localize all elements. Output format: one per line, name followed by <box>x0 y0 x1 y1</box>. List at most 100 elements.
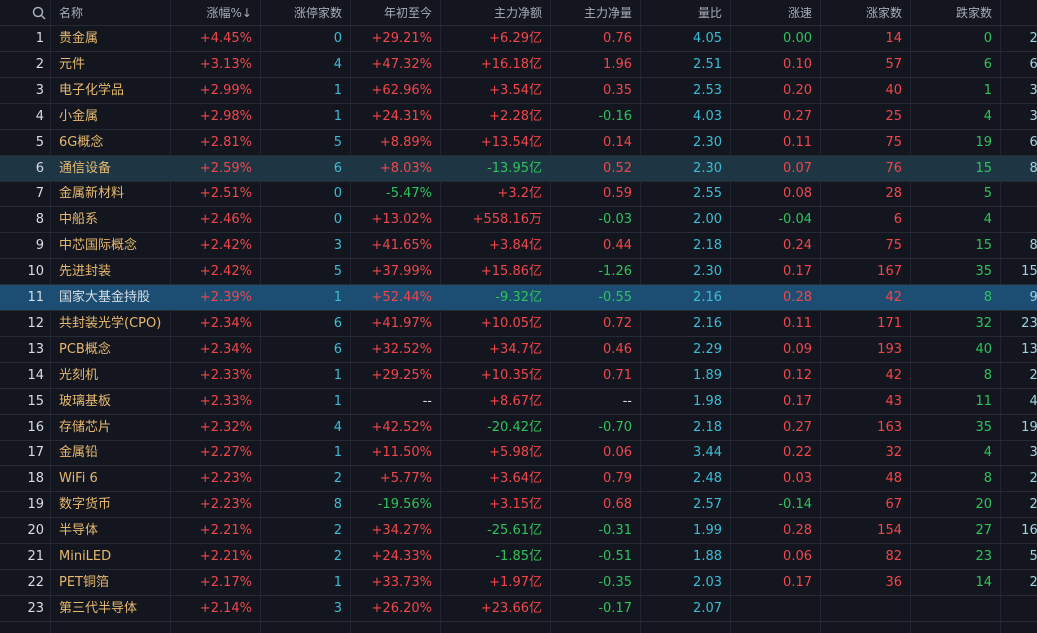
table-cell: 1 <box>333 290 342 305</box>
table-cell: +2.99% <box>199 82 252 98</box>
table-cell: 5 <box>333 134 342 150</box>
column-header[interactable]: 量比 <box>697 6 722 20</box>
column-header[interactable]: 涨幅%↓ <box>206 6 252 20</box>
table-row[interactable]: 16 存储芯片 +2.32% 4 +42.52% -20.42亿 -0.70 2.18 0.27… <box>0 415 1037 441</box>
table-cell: 2 <box>333 549 342 564</box>
table-row[interactable]: 22 PET铜箔 +2.17% 1 +33.73% +1.97亿 -0.35 2.03 0.17… <box>0 570 1037 596</box>
table-cell: 40 <box>975 341 992 357</box>
table-cell: 0.08 <box>783 186 812 202</box>
table-row[interactable]: 6 通信设备 +2.59% 6 +8.03% -13.95亿 0.52 2.30 0.07 76 1… <box>0 155 1037 182</box>
table-cell: +2.23% <box>199 497 252 513</box>
table-cell: +2.27% <box>199 445 252 461</box>
table-cell: 0.11 <box>783 315 812 331</box>
column-divider <box>550 0 551 633</box>
table-cell: 3.44 <box>693 445 722 461</box>
table-cell: 0.12 <box>783 367 812 383</box>
table-cell: +24.33% <box>371 549 432 564</box>
table-cell: 0.28 <box>783 523 812 539</box>
table-row[interactable]: 11 国家大基金持股 +2.39% 1 +52.44% -9.32亿 -0.55 2.16 0.… <box>0 285 1037 311</box>
table-cell: 14 <box>27 367 44 383</box>
table-row[interactable]: 8 中船系 +2.46% 0 +13.02% +558.16万 -0.03 2.00 -0.04… <box>0 207 1037 234</box>
table-row[interactable]: 2 元件 +3.13% 4 +47.32% +16.18亿 1.96 2.51 0.10 57 6 6… <box>0 52 1037 78</box>
table-row[interactable]: 5 6G概念 +2.81% 5 +8.89% +13.54亿 0.14 2.30 0.11 75 1… <box>0 130 1037 156</box>
table-cell: +1.97亿 <box>489 574 542 590</box>
column-header[interactable]: 跌家数 <box>955 6 992 20</box>
table-row[interactable]: 4 小金属 +2.98% 1 +24.31% +2.28亿 -0.16 4.03 0.27 25 4… <box>0 104 1037 130</box>
table-cell: +33.73% <box>371 574 432 590</box>
table-row[interactable]: 7 金属新材料 +2.51% 0 -5.47% +3.2亿 0.59 2.55 0.08 28 56 <box>0 181 1037 208</box>
table-cell: 82 <box>885 549 902 564</box>
column-header[interactable]: 涨速 <box>787 6 812 20</box>
table-cell: 0.17 <box>783 264 812 280</box>
table-cell: -0.16 <box>598 108 632 124</box>
table-cell: 22 <box>1029 574 1037 590</box>
table-cell: 1 <box>35 31 44 46</box>
table-cell: 11 <box>975 393 992 409</box>
table-row[interactable]: 15 玻璃基板 +2.33% 1 -- +8.67亿 -- 1.98 0.17 43 11 40 <box>0 389 1037 415</box>
table-cell: +8.67亿 <box>489 393 542 409</box>
table-cell: +2.42% <box>199 238 252 254</box>
table-cell: 32 <box>885 445 902 461</box>
table-row[interactable]: 13 PCB概念 +2.34% 6 +32.52% +34.7亿 0.46 2.29 0.09 1… <box>0 337 1037 363</box>
table-cell: 6 <box>983 56 992 72</box>
table-row[interactable]: 23 第三代半导体 +2.14% 3 +26.20% +23.66亿 -0.17 2.07 <box>0 596 1037 622</box>
table-cell: 0.20 <box>783 82 812 98</box>
table-cell: 4 <box>333 419 342 435</box>
column-divider <box>910 0 911 633</box>
table-cell: 8 <box>983 367 992 383</box>
table-cell: -0.51 <box>598 549 632 564</box>
table-cell: -1.85亿 <box>495 549 542 564</box>
table-row[interactable]: 21 MiniLED +2.21% 2 +24.33% -1.85亿 -0.51 1.88 0.… <box>0 544 1037 570</box>
table-cell: 14 <box>885 31 902 46</box>
table-cell: 2.16 <box>693 290 722 305</box>
table-cell: 元件 <box>59 56 86 72</box>
table-cell: 存储芯片 <box>59 419 112 435</box>
table-row[interactable]: 18 WiFi 6 +2.23% 2 +5.77% +3.64亿 0.79 2.48 0.03 4… <box>0 466 1037 493</box>
table-cell: 35 <box>975 419 992 435</box>
table-cell: +2.34% <box>199 341 252 357</box>
table-cell: 共封装光学(CPO) <box>59 315 162 331</box>
table-cell: 电子化学品 <box>59 82 125 98</box>
column-header[interactable]: 名称 <box>59 6 84 20</box>
column-header[interactable]: 主力净量 <box>583 6 632 20</box>
table-cell: 3 <box>333 238 342 254</box>
table-row[interactable]: 1 贵金属 +4.45% 0 +29.21% +6.29亿 0.76 4.05 0.00 14 0 2… <box>0 26 1037 52</box>
search-icon[interactable] <box>32 6 46 20</box>
table-cell: 2.00 <box>693 212 722 228</box>
table-cell: 5 <box>983 186 992 202</box>
table-row[interactable]: 3 电子化学品 +2.99% 1 +62.96% +3.54亿 0.35 2.53 0.20 40… <box>0 78 1037 104</box>
table-cell: 玻璃基板 <box>59 393 112 409</box>
table-cell: 22 <box>27 574 44 590</box>
table-cell: +8.03% <box>379 160 432 176</box>
table-row[interactable]: 10 先进封装 +2.42% 5 +37.99% +15.86亿 -1.26 2.30 0.17… <box>0 259 1037 286</box>
column-header[interactable]: 年初至今 <box>383 6 432 20</box>
table-cell: 8 <box>333 497 342 513</box>
table-cell: 68 <box>1029 56 1037 72</box>
table-cell: 9 <box>35 238 44 254</box>
table-row[interactable]: 14 光刻机 +2.33% 1 +29.25% +10.35亿 0.71 1.89 0.12 42… <box>0 363 1037 389</box>
table-cell: 40 <box>1029 393 1037 409</box>
table-cell: -0.35 <box>598 574 632 590</box>
column-header[interactable]: 涨家数 <box>865 6 902 20</box>
table-cell: 4.05 <box>693 31 722 46</box>
table-cell: +42.52% <box>371 419 432 435</box>
table-row[interactable]: 20 半导体 +2.21% 2 +34.27% -25.61亿 -0.31 1.99 0.28 1… <box>0 518 1037 545</box>
table-cell: -0.17 <box>598 600 632 616</box>
column-header[interactable]: 涨停家数 <box>293 6 342 20</box>
column-header[interactable]: 主力净额 <box>493 6 542 20</box>
table-row[interactable]: 9 中芯国际概念 +2.42% 3 +41.65% +3.84亿 0.44 2.18 0.24 7… <box>0 233 1037 260</box>
table-cell: +3.64亿 <box>489 471 542 487</box>
table-cell: 0.10 <box>783 56 812 72</box>
table-cell: 35 <box>975 264 992 280</box>
table-cell: +10.05亿 <box>480 315 542 331</box>
table-cell: 6 <box>35 160 44 176</box>
table-row[interactable]: 12 共封装光学(CPO) +2.34% 6 +41.97% +10.05亿 0.72 2.1… <box>0 311 1037 337</box>
table-cell: 2 <box>333 523 342 539</box>
table-cell: 35 <box>1029 108 1037 124</box>
table-cell: 0.52 <box>603 160 632 176</box>
table-cell: 金属铅 <box>59 445 99 461</box>
table-cell: 17 <box>27 445 44 461</box>
column-divider <box>350 0 351 633</box>
table-row[interactable]: 17 金属铅 +2.27% 1 +11.50% +5.98亿 0.06 3.44 0.22 32 4… <box>0 440 1037 467</box>
table-row[interactable]: 19 数字货币 +2.23% 8 -19.56% +3.15亿 0.68 2.57 -0.14 6… <box>0 492 1037 519</box>
